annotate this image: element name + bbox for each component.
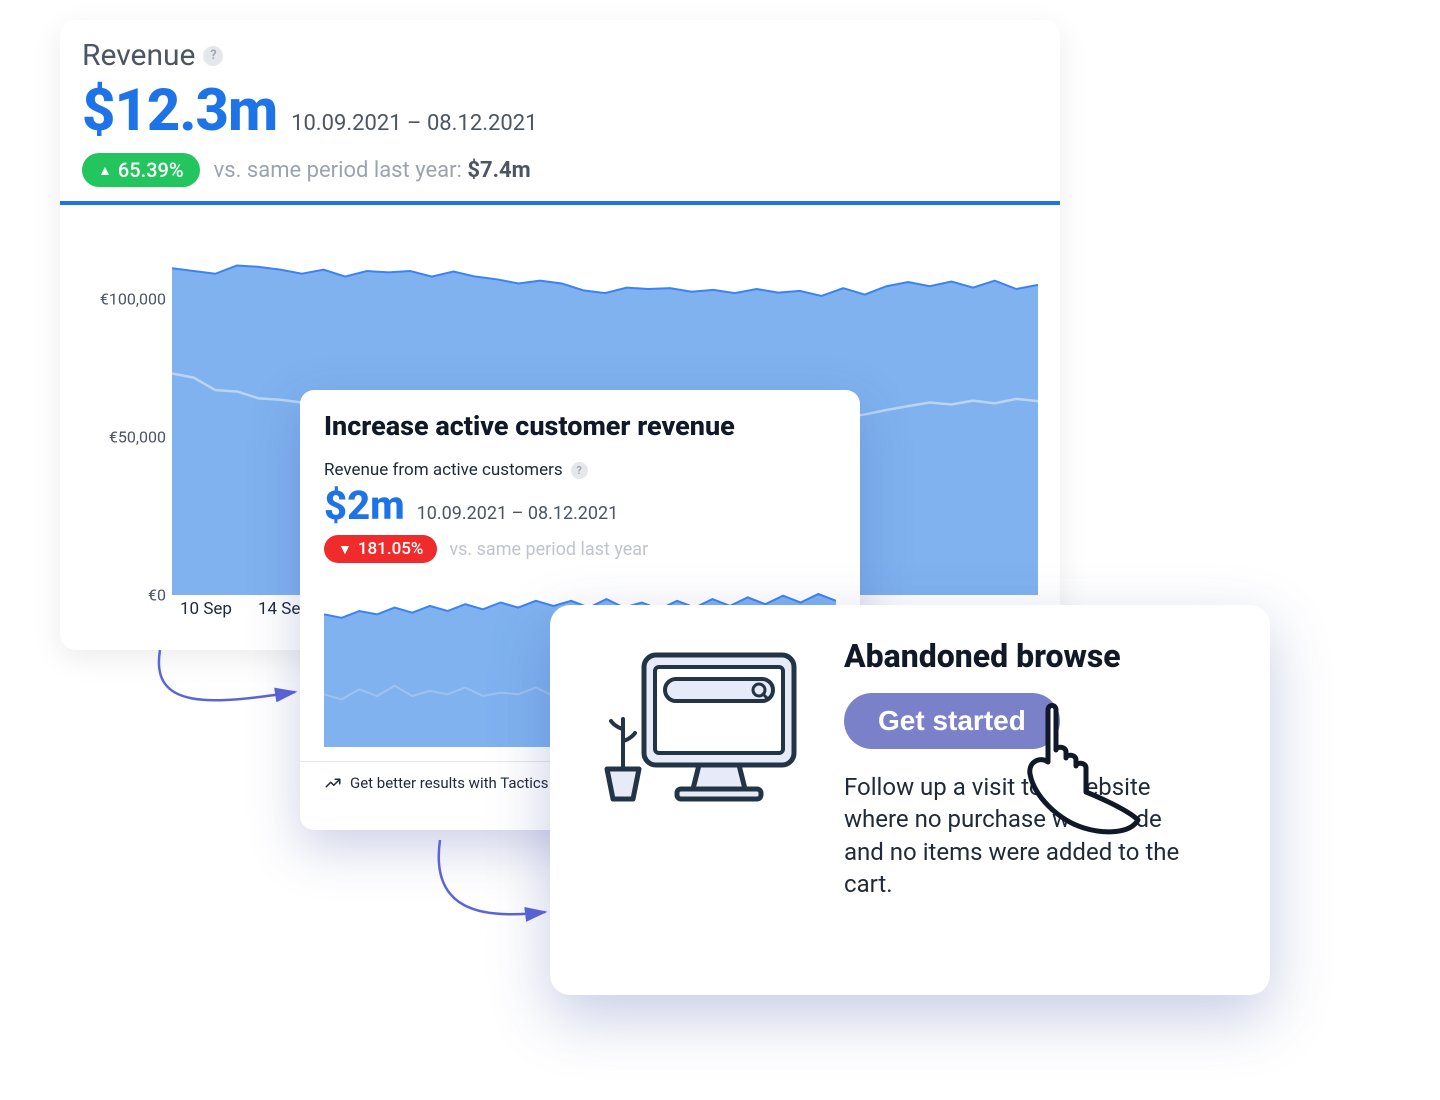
caret-down-icon: ▼ xyxy=(338,541,352,558)
xtick-label: 10 Sep xyxy=(180,599,232,625)
active-compare-text: vs. same period last year xyxy=(449,539,648,560)
active-amount: $2m xyxy=(324,482,405,529)
compare-value: $7.4m xyxy=(467,158,530,183)
ytick-label: €50,000 xyxy=(109,428,166,447)
help-icon[interactable]: ? xyxy=(203,46,223,66)
ytick-label: €0 xyxy=(148,586,166,605)
help-icon[interactable]: ? xyxy=(571,462,588,479)
compare-prefix: vs. same period last year: xyxy=(214,158,468,183)
computer-illustration xyxy=(584,637,814,963)
revenue-change-badge: ▲ 65.39% xyxy=(82,153,200,187)
revenue-title: Revenue xyxy=(82,38,195,73)
trend-up-icon xyxy=(324,774,342,792)
active-footer-text: Get better results with Tactics xyxy=(350,774,548,792)
revenue-amount: $12.3m xyxy=(82,77,277,145)
revenue-compare-text: vs. same period last year: $7.4m xyxy=(214,158,531,183)
active-date-range: 10.09.2021 – 08.12.2021 xyxy=(417,503,619,524)
revenue-date-range: 10.09.2021 – 08.12.2021 xyxy=(291,111,537,136)
active-change-badge: ▼ 181.05% xyxy=(324,535,437,563)
abandon-description: Follow up a visit to a website where no … xyxy=(844,771,1204,901)
get-started-button[interactable]: Get started xyxy=(844,693,1060,749)
revenue-divider xyxy=(60,201,1060,205)
active-card-title: Increase active customer revenue xyxy=(324,410,836,442)
caret-up-icon: ▲ xyxy=(98,162,112,179)
revenue-change-pct: 65.39% xyxy=(118,158,184,182)
active-change-pct: 181.05% xyxy=(358,539,424,559)
abandon-title: Abandoned browse xyxy=(844,637,1236,675)
active-subtitle: Revenue from active customers xyxy=(324,460,563,480)
ytick-label: €100,000 xyxy=(100,289,166,308)
abandoned-browse-card: Abandoned browse Get started Follow up a… xyxy=(550,605,1270,995)
